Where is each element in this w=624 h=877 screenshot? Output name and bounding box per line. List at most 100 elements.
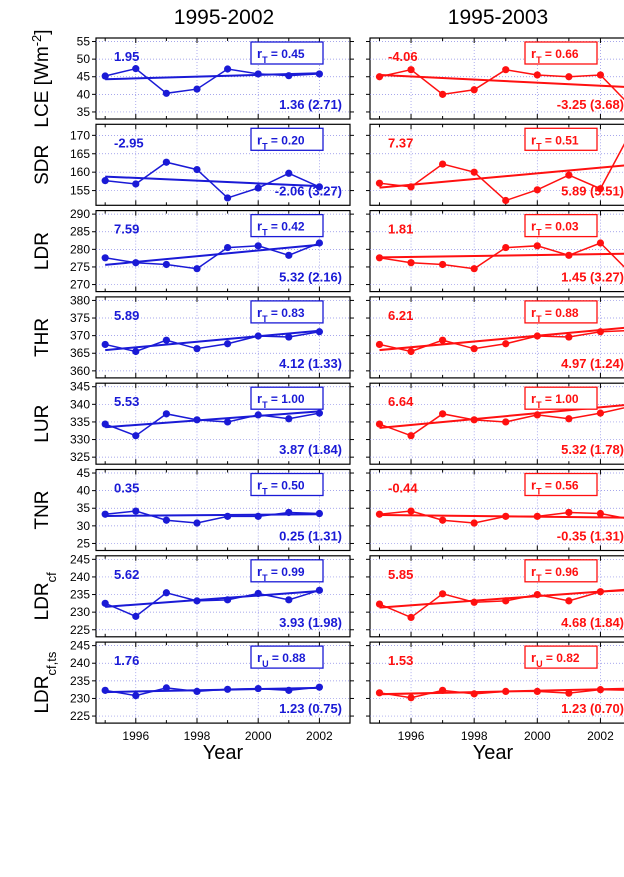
trend-uncertainty-label: 1.36 (2.71) bbox=[279, 97, 342, 112]
data-point bbox=[375, 600, 384, 608]
trend-value-label: 1.81 bbox=[388, 222, 413, 237]
x-axis-label: Year bbox=[473, 742, 514, 764]
y-tick-label: 170 bbox=[70, 128, 90, 142]
data-point bbox=[193, 519, 201, 527]
trend-line bbox=[105, 175, 320, 188]
y-tick-label: 280 bbox=[70, 242, 90, 256]
correlation-label: rT = 0.56 bbox=[531, 478, 579, 497]
correlation-box bbox=[524, 213, 598, 238]
data-point bbox=[315, 70, 323, 78]
data-point bbox=[285, 333, 293, 341]
trend-uncertainty-label: 5.32 (2.16) bbox=[279, 270, 342, 285]
data-point bbox=[101, 510, 109, 518]
panel-frame bbox=[369, 468, 624, 552]
data-point bbox=[223, 512, 232, 520]
y-tick-label: 45 bbox=[77, 70, 91, 84]
correlation-label: rU = 0.82 bbox=[531, 650, 580, 669]
data-line bbox=[105, 161, 320, 199]
trend-line bbox=[379, 326, 624, 352]
data-point bbox=[439, 516, 447, 524]
data-point bbox=[223, 194, 232, 202]
y-axis-label: SDR bbox=[32, 145, 53, 185]
y-axis-label: LDRcf bbox=[32, 572, 59, 621]
correlation-label: rT = 0.03 bbox=[531, 219, 579, 238]
data-point bbox=[502, 687, 510, 696]
trend-uncertainty-label: 1.23 (0.75) bbox=[279, 701, 342, 716]
trend-line bbox=[105, 513, 320, 517]
trend-uncertainty-label: -0.35 (1.31) bbox=[557, 529, 624, 544]
data-point bbox=[223, 243, 232, 252]
trend-value-label: 5.62 bbox=[114, 567, 139, 582]
correlation-label: rT = 0.45 bbox=[257, 46, 305, 65]
data-point bbox=[193, 265, 201, 273]
data-point bbox=[254, 70, 262, 78]
y-tick-label: 40 bbox=[77, 484, 91, 498]
panel-frame bbox=[369, 296, 624, 379]
data-point bbox=[375, 340, 384, 349]
y-tick-label: 55 bbox=[77, 35, 91, 49]
y-tick-label: 330 bbox=[70, 433, 90, 447]
data-point bbox=[470, 519, 478, 527]
data-point bbox=[254, 332, 262, 340]
data-point bbox=[193, 165, 201, 174]
correlation-box bbox=[524, 41, 598, 65]
panel-frame bbox=[369, 382, 624, 465]
trend-line bbox=[105, 243, 320, 266]
data-point bbox=[132, 692, 140, 700]
data-point bbox=[193, 597, 201, 605]
panel-frame bbox=[95, 123, 351, 206]
y-tick-label: 270 bbox=[70, 278, 90, 292]
x-tick-label: 1998 bbox=[184, 729, 211, 743]
data-point bbox=[254, 512, 262, 520]
data-point bbox=[285, 169, 293, 177]
data-line bbox=[104, 589, 320, 618]
panel-frame bbox=[95, 641, 351, 724]
correlation-label: rT = 0.83 bbox=[257, 305, 305, 324]
y-tick-label: 375 bbox=[70, 311, 90, 325]
correlation-label: rT = 0.96 bbox=[531, 564, 579, 583]
trend-line bbox=[379, 164, 624, 189]
data-point bbox=[470, 168, 478, 176]
data-point bbox=[193, 85, 201, 93]
correlation-box bbox=[250, 386, 324, 410]
data-point bbox=[407, 183, 415, 191]
correlation-label: rT = 0.88 bbox=[531, 305, 579, 324]
y-tick-label: 290 bbox=[70, 207, 90, 221]
data-point bbox=[223, 685, 232, 693]
panel-frame bbox=[95, 37, 351, 120]
y-tick-label: 160 bbox=[70, 165, 90, 179]
data-point bbox=[101, 340, 109, 349]
data-point bbox=[470, 690, 478, 698]
data-point bbox=[407, 694, 415, 702]
y-axis-label: LCE [Wm-2] bbox=[29, 29, 54, 127]
trend-uncertainty-label: 5.89 (5.51) bbox=[561, 183, 624, 198]
data-point bbox=[101, 177, 109, 185]
data-point bbox=[254, 684, 262, 693]
data-point bbox=[101, 254, 109, 262]
data-point bbox=[101, 686, 109, 694]
y-tick-label: 325 bbox=[70, 450, 90, 464]
data-point bbox=[101, 72, 109, 80]
data-point bbox=[132, 612, 140, 620]
y-axis-label: TNR bbox=[32, 490, 53, 529]
data-point bbox=[162, 158, 170, 166]
data-point bbox=[254, 242, 262, 250]
y-tick-label: 235 bbox=[70, 674, 90, 688]
data-line bbox=[105, 331, 320, 353]
data-point bbox=[533, 242, 541, 250]
data-point bbox=[502, 340, 510, 348]
data-point bbox=[439, 410, 447, 418]
data-point bbox=[162, 589, 170, 597]
data-point bbox=[502, 196, 510, 205]
trend-line bbox=[379, 252, 624, 259]
data-point bbox=[375, 420, 384, 428]
panel-frame bbox=[95, 382, 351, 465]
data-point bbox=[533, 332, 541, 340]
data-line bbox=[105, 242, 320, 270]
trend-uncertainty-label: 1.23 (0.70) bbox=[561, 701, 624, 716]
data-point bbox=[132, 347, 140, 356]
trend-value-label: 1.76 bbox=[114, 653, 139, 668]
data-point bbox=[162, 516, 170, 524]
trend-value-label: -2.95 bbox=[114, 135, 144, 150]
